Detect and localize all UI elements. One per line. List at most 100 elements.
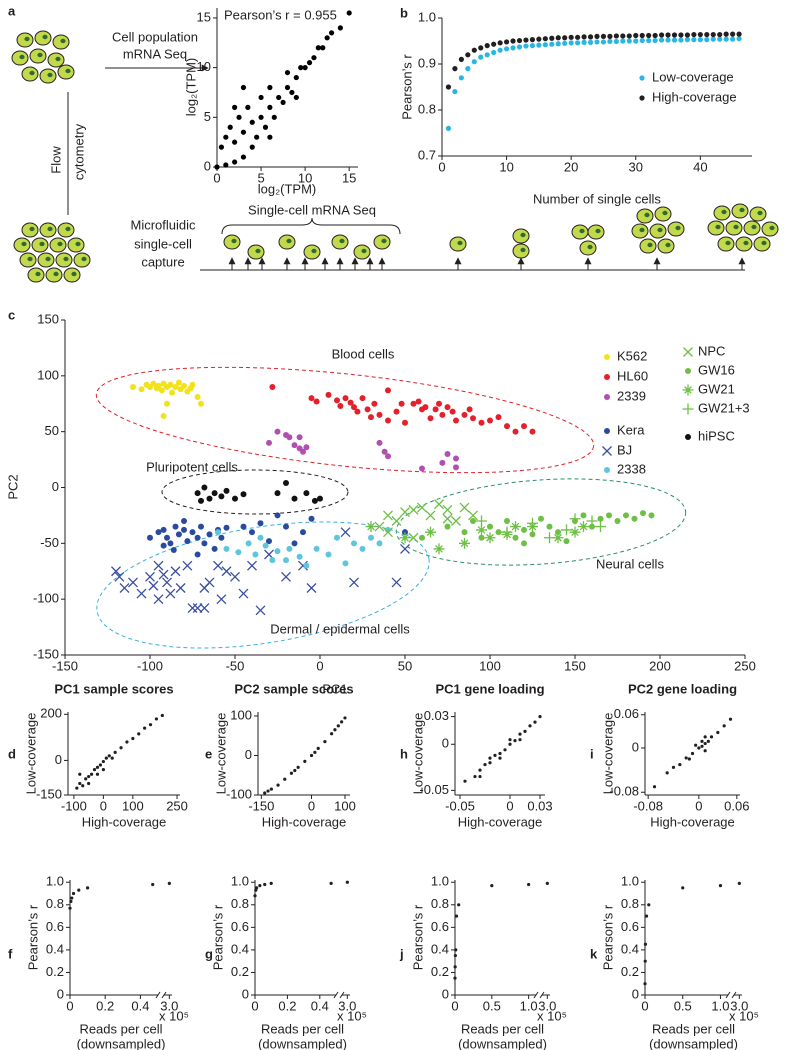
data-point <box>155 382 162 389</box>
data-point <box>298 560 308 571</box>
y-axis-label: Low-coverage <box>213 713 228 795</box>
data-point <box>376 540 383 547</box>
cell-nucleus <box>361 248 367 254</box>
data-point <box>283 523 289 530</box>
cell-nucleus <box>47 72 53 78</box>
panel-label: a <box>8 3 16 18</box>
data-point <box>194 551 201 558</box>
data-point <box>255 605 266 616</box>
data-point <box>359 395 366 402</box>
data-point <box>232 104 238 110</box>
data-point <box>476 524 487 536</box>
data-point <box>465 66 471 72</box>
y-tick-label: 0 <box>204 158 211 173</box>
data-point <box>154 717 159 721</box>
y-tick-label: 0.6 <box>231 919 249 934</box>
data-point <box>562 35 568 41</box>
x-axis-label: Reads per cell <box>261 1021 344 1036</box>
x-axis-label: (downsampled) <box>458 1036 547 1050</box>
data-point <box>658 32 665 38</box>
panel-label: e <box>205 746 212 761</box>
x-tick-label: 30 <box>629 159 643 174</box>
data-point <box>125 740 129 744</box>
x-tick-label: 0.06 <box>724 798 749 813</box>
cell-nucleus <box>644 212 650 218</box>
legend-label: K562 <box>617 348 647 363</box>
data-point <box>240 523 247 530</box>
data-point <box>633 32 639 39</box>
data-point <box>257 534 264 541</box>
y-tick-label: -150 <box>33 646 59 661</box>
data-point <box>238 588 249 599</box>
y-tick-label: 1.0 <box>418 9 436 24</box>
data-point <box>160 413 167 420</box>
legend-marker <box>682 403 694 415</box>
data-point <box>101 759 105 764</box>
population-label: mRNA Seq <box>123 46 187 61</box>
x-tick-label: 0 <box>316 658 323 673</box>
data-point <box>323 740 327 744</box>
x-tick-label: 100 <box>122 798 144 813</box>
cell-nucleus <box>662 210 668 216</box>
y-tick-label: -50 <box>40 535 59 550</box>
chart-title: PC2 sample scores <box>234 681 353 696</box>
data-point <box>267 134 273 140</box>
data-point <box>700 739 704 743</box>
data-point <box>523 37 529 43</box>
data-point <box>523 729 527 733</box>
data-point <box>449 408 456 415</box>
data-point <box>471 59 477 65</box>
y-axis-label: Pearson’s r <box>25 904 40 970</box>
cell-nucleus <box>675 225 681 231</box>
group-ellipse <box>95 366 595 474</box>
data-point <box>595 521 606 533</box>
cell-nucleus <box>657 227 663 233</box>
data-point <box>155 529 162 536</box>
cell-nucleus <box>579 228 585 234</box>
data-point <box>119 746 123 750</box>
data-point <box>153 560 164 571</box>
cell-nucleus <box>27 256 33 262</box>
data-point <box>230 571 240 582</box>
x-multiplier: x 10⁵ <box>537 1008 567 1023</box>
cell-nucleus <box>520 232 526 238</box>
legend-marker <box>604 428 610 434</box>
cell-nucleus <box>55 56 61 62</box>
cell-nucleus <box>311 248 317 254</box>
y-tick-label: -100 <box>33 591 59 606</box>
data-point <box>223 134 229 140</box>
cell-nucleus <box>587 244 593 250</box>
data-point <box>503 748 507 752</box>
data-point <box>454 914 459 918</box>
data-point <box>77 888 81 892</box>
data-point <box>137 732 141 736</box>
x-multiplier: x 10⁵ <box>159 1008 189 1023</box>
data-point <box>722 724 726 728</box>
y-axis-label: Pearson’s r <box>210 904 225 970</box>
data-point <box>267 104 273 110</box>
data-point <box>600 33 607 40</box>
data-point <box>542 36 548 42</box>
data-point <box>665 32 671 38</box>
data-point <box>710 36 716 42</box>
data-point <box>478 54 484 60</box>
data-point <box>296 434 303 441</box>
data-point <box>487 523 493 530</box>
data-point <box>266 439 272 446</box>
x-tick-label: 3.0 <box>538 998 556 1013</box>
data-point <box>633 38 639 44</box>
data-point <box>365 521 377 533</box>
data-point <box>697 37 703 43</box>
x-axis-label: log₂(TPM) <box>258 181 317 196</box>
data-point <box>512 534 519 541</box>
data-point <box>487 417 493 424</box>
data-point <box>652 37 658 44</box>
annotation: Pearson’s r = 0.955 <box>224 7 337 22</box>
data-point <box>293 94 299 101</box>
data-point <box>263 791 267 795</box>
data-point <box>257 520 264 527</box>
data-point <box>342 560 349 567</box>
data-point <box>255 886 259 890</box>
data-point <box>581 34 587 40</box>
x-tick-label: 100 <box>479 658 501 673</box>
